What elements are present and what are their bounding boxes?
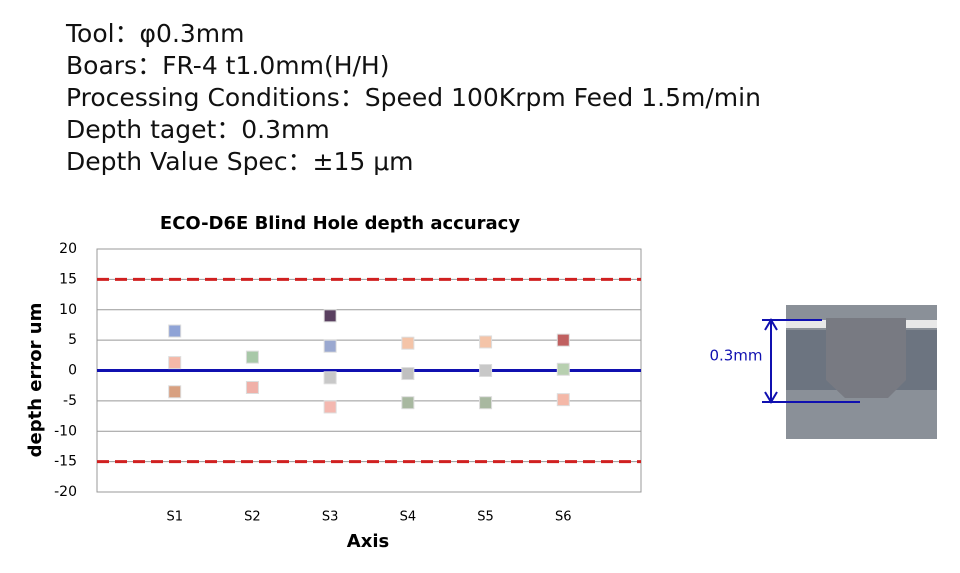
point (323, 400, 337, 414)
header-line: Processing Conditions：Speed 100Krpm Feed… (66, 83, 761, 112)
x-tick-label: S5 (477, 510, 494, 525)
y-tick-label: -20 (54, 484, 77, 500)
chart-title: ECO-D6E Blind Hole depth accuracy (160, 213, 520, 234)
point (323, 309, 337, 323)
y-tick-label: -15 (54, 454, 77, 470)
point (323, 371, 337, 385)
x-tick-label: S2 (244, 510, 261, 525)
point (479, 335, 493, 349)
hole-shape (826, 318, 906, 398)
y-tick-label: 20 (59, 241, 77, 257)
point (479, 396, 493, 410)
point (168, 385, 182, 399)
y-axis-label: depth error um (25, 303, 46, 458)
copper-right (906, 320, 937, 328)
header-line: Depth Value Spec：±15 μm (66, 147, 414, 176)
y-tick-label: -10 (54, 423, 77, 439)
header-line: Tool：φ0.3mm (66, 19, 245, 48)
point (168, 324, 182, 338)
arrow-heads (764, 318, 778, 404)
image-label: 0.3mm (709, 347, 762, 365)
point (245, 350, 259, 364)
y-tick-label: 5 (68, 332, 77, 348)
x-tick-label: S6 (555, 510, 572, 525)
point (479, 364, 493, 377)
hole-image: 0.3mm (709, 305, 937, 439)
x-tick-label: S4 (400, 510, 417, 525)
header-line: Boars：FR-4 t1.0mm(H/H) (66, 51, 390, 80)
point (401, 367, 415, 381)
point (401, 396, 415, 410)
copper-left (786, 320, 826, 328)
point (556, 362, 570, 376)
header-line: Depth taget：0.3mm (66, 115, 330, 144)
y-tick-label: -5 (63, 393, 77, 409)
x-tick-label: S3 (322, 510, 339, 525)
x-axis-label: Axis (347, 531, 389, 552)
point (168, 356, 182, 370)
point (323, 339, 337, 353)
point (245, 381, 259, 395)
x-tick-label: S1 (166, 510, 183, 525)
y-tick-label: 15 (59, 271, 77, 287)
point (401, 336, 415, 350)
point (556, 393, 570, 407)
y-tick-label: 0 (68, 363, 77, 379)
point (556, 333, 570, 347)
y-tick-label: 10 (59, 302, 77, 318)
